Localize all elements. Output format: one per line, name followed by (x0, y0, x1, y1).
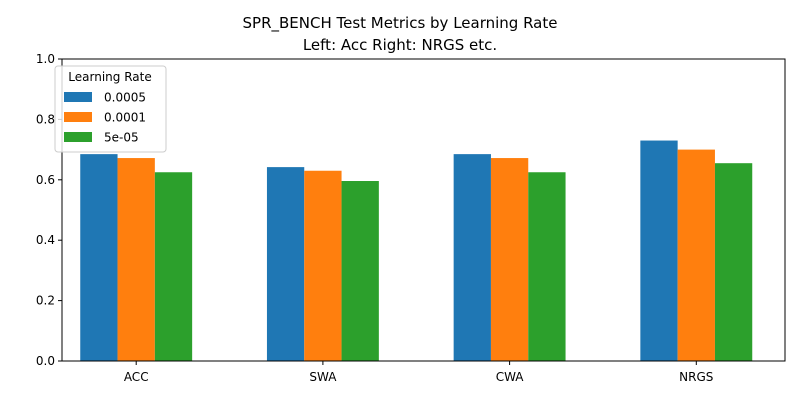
plot-frame (61, 58, 786, 362)
bar-swa-2 (341, 181, 379, 361)
y-axis: 0.0 0.2 0.4 0.6 0.8 1.0 (36, 52, 62, 368)
y-tick-label: 1.0 (36, 52, 55, 66)
x-tick-label: CWA (496, 370, 525, 384)
y-tick-label: 0.2 (36, 294, 55, 308)
bar-swa-0 (266, 167, 305, 361)
bar-nrgs-2 (714, 163, 753, 361)
legend-label: 0.0005 (104, 91, 146, 105)
legend-items: 0.0005 0.0001 5e-05 (64, 91, 146, 145)
bar-cwa-1 (490, 158, 529, 361)
legend-title: Learning Rate (68, 70, 151, 84)
y-tick-label: 0.0 (36, 354, 55, 368)
chart-subtitle: Left: Acc Right: NRGS etc. (303, 36, 497, 54)
legend-swatch (64, 112, 92, 122)
bar-nrgs-0 (640, 140, 678, 361)
bar-acc-0 (80, 154, 118, 361)
bars-group (80, 140, 753, 361)
legend-label: 5e-05 (104, 131, 139, 145)
y-tick-label: 0.4 (36, 233, 55, 247)
bar-swa-1 (304, 170, 342, 361)
chart-title: SPR_BENCH Test Metrics by Learning Rate (243, 14, 558, 33)
bar-acc-2 (154, 172, 193, 361)
legend-box (54, 65, 167, 153)
x-tick-label: SWA (309, 370, 337, 384)
x-axis: ACC SWA CWA NRGS (124, 361, 713, 384)
y-tick-label: 0.8 (36, 112, 55, 126)
bar-cwa-2 (528, 172, 566, 361)
x-tick-label: NRGS (679, 370, 713, 384)
legend-label: 0.0001 (104, 111, 146, 125)
x-tick-label: ACC (124, 370, 149, 384)
bar-acc-1 (117, 158, 155, 361)
bar-nrgs-1 (677, 149, 715, 361)
legend-swatch (64, 132, 92, 142)
legend-swatch (64, 92, 92, 102)
y-tick-label: 0.6 (36, 173, 55, 187)
bar-cwa-0 (453, 154, 491, 361)
legend: Learning Rate 0.0005 0.0001 5e-05 (54, 65, 167, 153)
